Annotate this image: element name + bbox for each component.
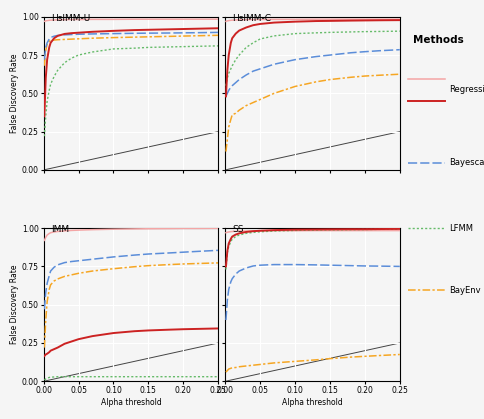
Text: IMM: IMM — [50, 225, 69, 234]
Text: Regression: Regression — [449, 85, 484, 94]
Point — [441, 98, 447, 103]
Point — [405, 288, 410, 293]
X-axis label: Alpha threshold: Alpha threshold — [282, 398, 342, 407]
Text: Bayescan: Bayescan — [449, 158, 484, 167]
Point — [405, 226, 410, 231]
Point — [441, 160, 447, 165]
Text: BayEnv: BayEnv — [449, 286, 480, 295]
Text: SS: SS — [232, 225, 243, 234]
Y-axis label: False Discovery Rate: False Discovery Rate — [10, 54, 19, 133]
Text: HsIMM-C: HsIMM-C — [232, 14, 271, 23]
Point — [441, 288, 447, 293]
Text: Methods: Methods — [412, 35, 463, 45]
Point — [441, 76, 447, 81]
Point — [405, 98, 410, 103]
Point — [405, 76, 410, 81]
X-axis label: Alpha threshold: Alpha threshold — [100, 398, 161, 407]
Text: HsIMM-U: HsIMM-U — [50, 14, 90, 23]
Point — [405, 160, 410, 165]
Y-axis label: False Discovery Rate: False Discovery Rate — [10, 265, 19, 344]
Point — [441, 226, 447, 231]
Text: LFMM: LFMM — [449, 224, 472, 233]
